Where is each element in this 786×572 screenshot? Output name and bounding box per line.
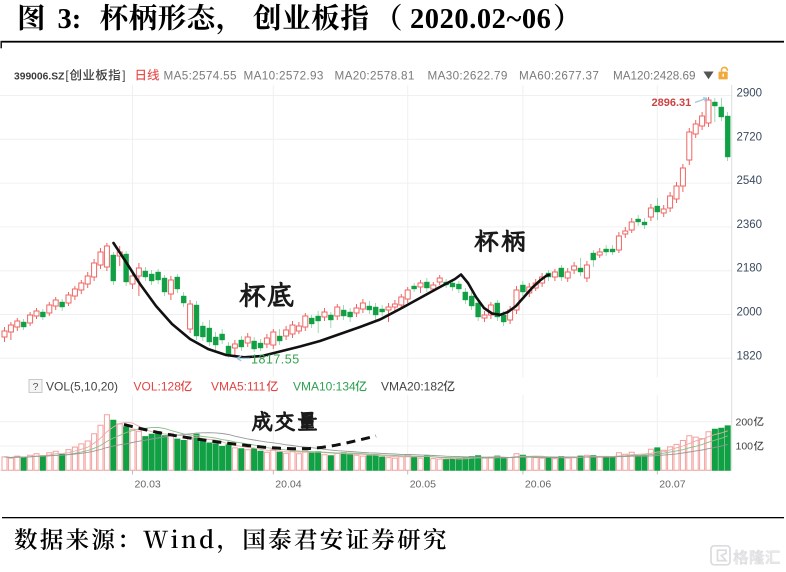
svg-text:]: ] <box>122 71 125 83</box>
svg-text:100: 100 <box>736 441 754 453</box>
svg-text:2360: 2360 <box>737 219 763 231</box>
svg-text:MA20:2578.81: MA20:2578.81 <box>335 70 415 83</box>
svg-text:2180: 2180 <box>737 263 763 275</box>
svg-text:VMA5:111: VMA5:111 <box>211 380 266 394</box>
svg-text:1820: 1820 <box>737 350 763 362</box>
svg-text:?: ? <box>33 381 39 393</box>
svg-text:VOL(5,10,20): VOL(5,10,20) <box>46 380 118 394</box>
svg-text:MA30:2622.79: MA30:2622.79 <box>428 70 508 83</box>
svg-text:2020.02~06: 2020.02~06 <box>410 4 551 35</box>
svg-text:2900: 2900 <box>737 88 763 100</box>
svg-text:2540: 2540 <box>737 175 763 187</box>
svg-text:VMA10:134: VMA10:134 <box>293 380 356 394</box>
svg-text:[: [ <box>66 71 70 83</box>
svg-text:MA120:2428.69: MA120:2428.69 <box>613 70 696 83</box>
svg-text:200: 200 <box>736 416 754 428</box>
svg-text:3:: 3: <box>58 4 82 35</box>
svg-text:2000: 2000 <box>737 307 763 319</box>
svg-text:2720: 2720 <box>737 131 763 143</box>
svg-text:20.03: 20.03 <box>135 479 161 491</box>
svg-text:VMA20:182: VMA20:182 <box>381 380 444 394</box>
svg-text:MA10:2572.93: MA10:2572.93 <box>244 70 324 83</box>
svg-text:VOL:128: VOL:128 <box>134 380 182 394</box>
svg-text:20.06: 20.06 <box>525 479 551 491</box>
svg-text:399006.SZ: 399006.SZ <box>14 72 64 83</box>
svg-text:MA60:2677.37: MA60:2677.37 <box>519 70 599 83</box>
svg-text:MA5:2574.55: MA5:2574.55 <box>164 70 238 83</box>
svg-text:20.04: 20.04 <box>275 479 301 491</box>
svg-text:2896.31: 2896.31 <box>652 97 692 109</box>
svg-text:20.05: 20.05 <box>410 479 436 491</box>
svg-text:1817.55: 1817.55 <box>251 353 300 367</box>
svg-text:20.07: 20.07 <box>659 479 685 491</box>
